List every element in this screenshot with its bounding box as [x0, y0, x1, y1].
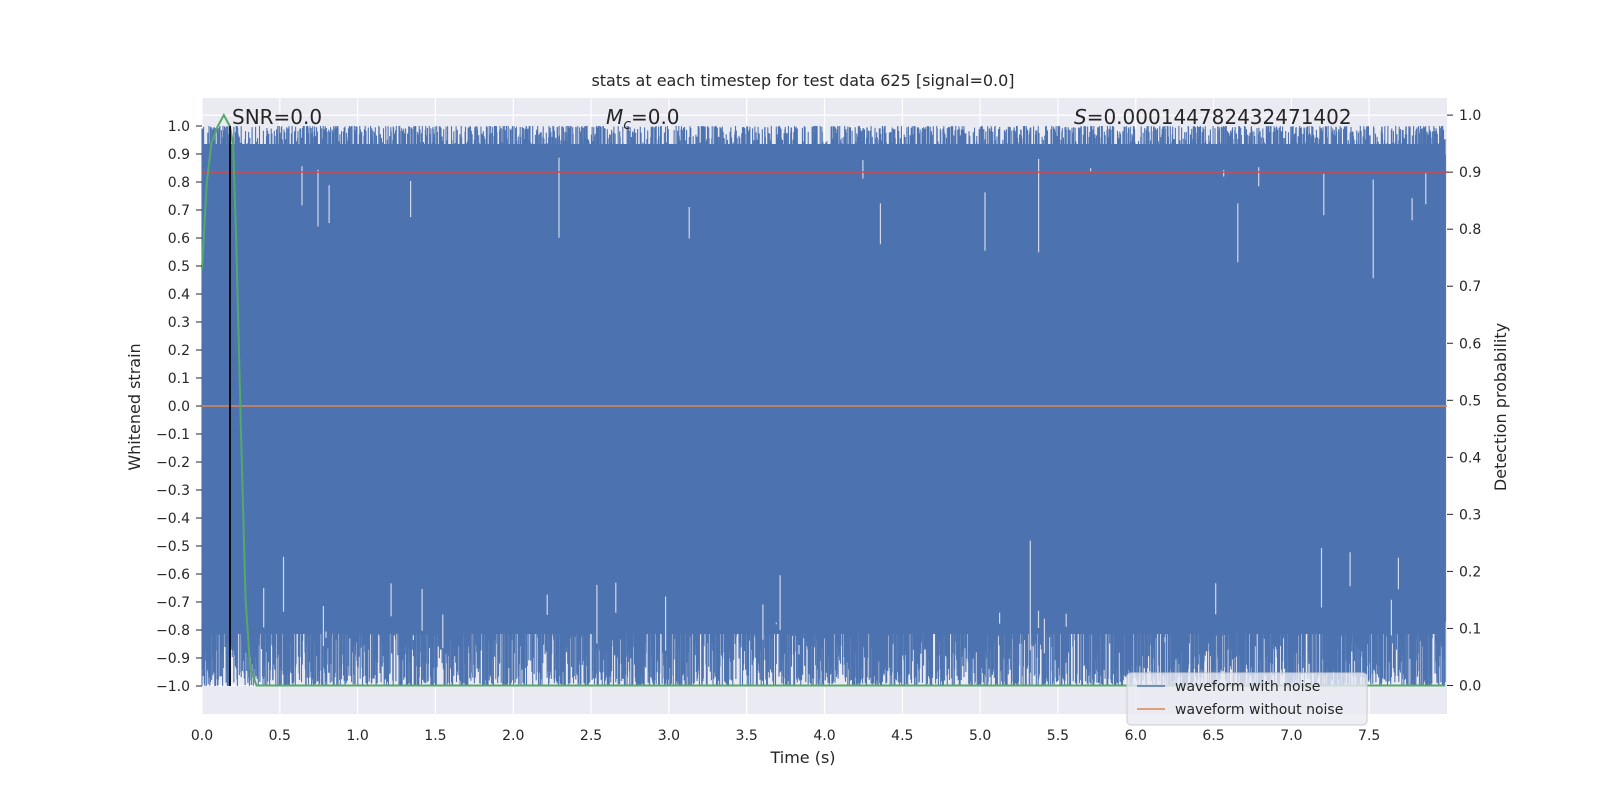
- y-left-tick-label: −0.7: [156, 595, 190, 611]
- s-annotation: S=0.000144782432471402: [1074, 105, 1352, 129]
- y-left-tick-label: −0.1: [156, 427, 190, 443]
- x-tick-label: 0.0: [191, 728, 213, 744]
- y-left-tick-label: 0.7: [168, 203, 190, 219]
- y-right-tick-label: 0.6: [1459, 336, 1481, 352]
- mc-value: =0.0: [631, 105, 680, 129]
- y-left-tick-label: −0.9: [156, 651, 190, 667]
- x-axis-label: Time (s): [769, 748, 835, 767]
- y-left-tick-label: −0.4: [156, 511, 190, 527]
- x-tick-label: 2.0: [502, 728, 524, 744]
- y-right-tick-label: 0.3: [1459, 507, 1481, 523]
- y-axis-label-right: Detection probability: [1491, 323, 1510, 491]
- y-left-tick-label: −0.8: [156, 623, 190, 639]
- legend-label-clean: waveform without noise: [1175, 702, 1343, 718]
- y-left-tick-label: 0.5: [168, 259, 190, 275]
- series-waveform-with-noise: [201, 126, 1446, 686]
- x-tick-label: 5.5: [1047, 728, 1069, 744]
- mc-symbol: M: [606, 105, 623, 129]
- y-left-tick-label: 0.9: [168, 147, 190, 163]
- x-tick-label: 4.0: [813, 728, 835, 744]
- x-tick-label: 1.5: [424, 728, 446, 744]
- snr-annotation: SNR=0.0: [232, 105, 322, 129]
- y-right-tick-label: 1.0: [1459, 108, 1481, 124]
- x-tick-label: 0.5: [269, 728, 291, 744]
- s-symbol: S: [1074, 105, 1087, 129]
- y-left-tick-label: 0.3: [168, 315, 190, 331]
- s-value: =0.000144782432471402: [1087, 105, 1352, 129]
- y-left-axis-ticks: 1.0 0.9 0.8 0.7 0.6 0.5 0.4 0.3 0.2 0.1 0.0 −0.1 −0.…: [156, 119, 202, 695]
- y-left-tick-label: −0.2: [156, 455, 190, 471]
- mc-subscript: c: [623, 117, 631, 133]
- y-right-tick-label: 0.2: [1459, 564, 1481, 580]
- x-tick-label: 3.0: [658, 728, 680, 744]
- y-left-tick-label: 0.0: [168, 399, 190, 415]
- y-right-tick-label: 0.7: [1459, 279, 1481, 295]
- x-tick-label: 4.5: [891, 728, 913, 744]
- y-left-tick-label: 0.1: [168, 371, 190, 387]
- y-left-tick-label: −0.5: [156, 539, 190, 555]
- y-left-tick-label: 0.8: [168, 175, 190, 191]
- y-right-tick-label: 0.1: [1459, 621, 1481, 637]
- y-left-tick-label: −0.6: [156, 567, 190, 583]
- detection-probability-line: [201, 113, 1446, 687]
- y-left-tick-label: −0.3: [156, 483, 190, 499]
- x-tick-label: 6.0: [1125, 728, 1147, 744]
- y-left-tick-label: 0.4: [168, 287, 190, 303]
- y-left-tick-label: −1.0: [156, 679, 190, 695]
- y-left-tick-label: 1.0: [168, 119, 190, 135]
- y-right-tick-label: 0.0: [1459, 678, 1481, 694]
- noise-line: [201, 126, 1446, 686]
- y-right-tick-label: 0.9: [1459, 165, 1481, 181]
- x-axis-ticks: 0.0 0.5 1.0 1.5 2.0 2.5 3.0 3.5 4.0 4.5 5.0 5.5 6.0 6…: [191, 728, 1380, 744]
- x-tick-label: 7.5: [1358, 728, 1380, 744]
- legend-box: [1126, 672, 1368, 726]
- y-axis-label-left: Whitened strain: [125, 343, 144, 470]
- mc-annotation: Mc=0.0: [606, 105, 680, 133]
- x-tick-label: 1.0: [346, 728, 368, 744]
- y-right-tick-label: 0.4: [1459, 450, 1481, 466]
- y-left-tick-label: 0.6: [168, 231, 190, 247]
- x-tick-label: 5.0: [969, 728, 991, 744]
- y-right-tick-label: 0.8: [1459, 222, 1481, 238]
- legend: waveform with noise waveform without noi…: [1126, 672, 1368, 726]
- x-tick-label: 2.5: [580, 728, 602, 744]
- x-tick-label: 3.5: [736, 728, 758, 744]
- chart-title: stats at each timestep for test data 625…: [591, 71, 1014, 90]
- x-tick-label: 7.0: [1280, 728, 1302, 744]
- legend-label-noise: waveform with noise: [1175, 679, 1320, 695]
- x-tick-label: 6.5: [1202, 728, 1224, 744]
- noise-gaps: [263, 157, 1427, 655]
- probability-curve: [201, 113, 1446, 687]
- y-right-tick-label: 0.5: [1459, 393, 1481, 409]
- y-left-tick-label: 0.2: [168, 343, 190, 359]
- y-right-axis-ticks: 1.0 0.9 0.8 0.7 0.6 0.5 0.4 0.3 0.2 0.1 0.0: [1447, 108, 1481, 694]
